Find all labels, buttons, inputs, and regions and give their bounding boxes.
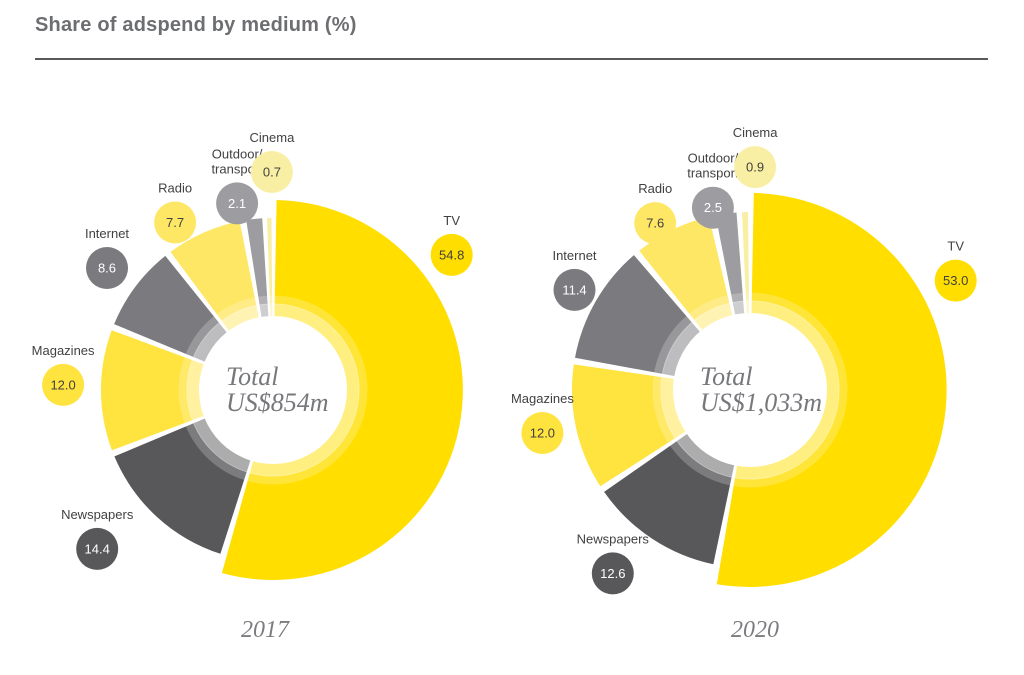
callout-tv: 54.8 TV [430, 213, 473, 276]
value-label-outdoor-transport: 2.5 [704, 200, 722, 215]
category-label-radio: Radio [638, 181, 672, 196]
value-badge-radio [154, 201, 197, 244]
value-label-radio: 7.6 [646, 216, 664, 231]
callout-cinema: 0.7 Cinema [250, 130, 296, 193]
category-label-outdoor-transport: transport [211, 161, 263, 176]
category-label-internet: Internet [85, 226, 129, 241]
value-badge-magazines [42, 363, 85, 406]
donut-figure-2017: Total US$854m 54.8 TV 14.4 Newspapers 12.0 Maga… [15, 95, 515, 644]
value-badge-newspapers [591, 552, 634, 595]
value-label-tv: 53.0 [943, 273, 968, 288]
value-badge-cinema [250, 151, 293, 193]
category-label-tv: TV [947, 239, 964, 254]
value-label-cinema: 0.7 [263, 165, 281, 180]
value-label-internet: 11.4 [562, 282, 586, 297]
year-label-2017: 2017 [241, 617, 289, 643]
callout-radio: 7.6 Radio [634, 181, 677, 245]
value-label-newspapers: 12.6 [600, 566, 625, 581]
value-label-radio: 7.7 [166, 215, 184, 230]
category-label-outdoor-transport: Outdoor/ [688, 151, 739, 166]
value-label-newspapers: 14.4 [85, 541, 110, 556]
category-label-cinema: Cinema [733, 125, 779, 140]
callout-tv: 53.0 TV [934, 239, 977, 302]
value-badge-tv [934, 259, 977, 302]
callout-magazines: 12.0 Magazines [511, 391, 574, 454]
category-label-radio: Radio [158, 181, 192, 196]
value-label-magazines: 12.0 [530, 426, 555, 441]
category-label-outdoor-transport: transport [687, 166, 739, 181]
center-total-value: US$854m [226, 388, 329, 417]
donut-figure-2020: Total US$1,033m 53.0 TV 12.6 Newspapers 12.0 Ma… [495, 95, 1015, 644]
value-label-cinema: 0.9 [746, 160, 764, 175]
center-total-value: US$1,033m [700, 388, 822, 417]
center-halo-inner [660, 300, 840, 480]
category-label-tv: TV [443, 213, 460, 228]
donut-hole [673, 313, 827, 467]
value-badge-outdoor-transport [691, 186, 734, 229]
category-label-magazines: Magazines [511, 391, 574, 406]
value-badge-internet [553, 268, 596, 311]
title-underline [35, 58, 988, 60]
page-title: Share of adspend by medium (%) [35, 14, 357, 36]
value-label-internet: 8.6 [98, 261, 116, 276]
category-label-outdoor-transport: Outdoor/ [212, 146, 263, 161]
center-halo-outer [178, 295, 368, 485]
category-label-magazines: Magazines [32, 343, 95, 358]
callout-internet: 8.6 Internet [85, 226, 129, 289]
callout-newspapers: 14.4 Newspapers [61, 507, 134, 570]
donut-hole [199, 316, 347, 464]
category-label-newspapers: Newspapers [577, 531, 650, 546]
value-badge-tv [430, 233, 473, 276]
callout-internet: 11.4 Internet [552, 248, 597, 311]
value-badge-magazines [521, 412, 564, 454]
value-badge-cinema [734, 146, 777, 189]
center-halo-inner [186, 303, 360, 477]
value-badge-newspapers [76, 527, 119, 570]
category-label-internet: Internet [552, 248, 596, 263]
callout-magazines: 12.0 Magazines [32, 343, 95, 406]
callout-outdoor-transport: 2.1 Outdoor/transport [211, 146, 263, 225]
center-halo-outer [652, 292, 848, 488]
callout-radio: 7.7 Radio [154, 181, 197, 244]
value-badge-radio [634, 202, 677, 245]
callout-cinema: 0.9 Cinema [733, 125, 779, 189]
value-label-outdoor-transport: 2.1 [228, 196, 246, 211]
callout-outdoor-transport: 2.5 Outdoor/transport [687, 151, 739, 229]
value-badge-outdoor-transport [216, 182, 259, 225]
value-badge-internet [86, 247, 128, 289]
value-label-tv: 54.8 [439, 247, 464, 262]
center-total-word: Total [700, 362, 753, 391]
value-label-magazines: 12.0 [50, 377, 75, 392]
center-total-word: Total [226, 362, 279, 391]
category-label-cinema: Cinema [250, 130, 296, 145]
year-label-2020: 2020 [731, 617, 779, 643]
callout-newspapers: 12.6 Newspapers [577, 531, 650, 595]
category-label-newspapers: Newspapers [61, 507, 134, 522]
